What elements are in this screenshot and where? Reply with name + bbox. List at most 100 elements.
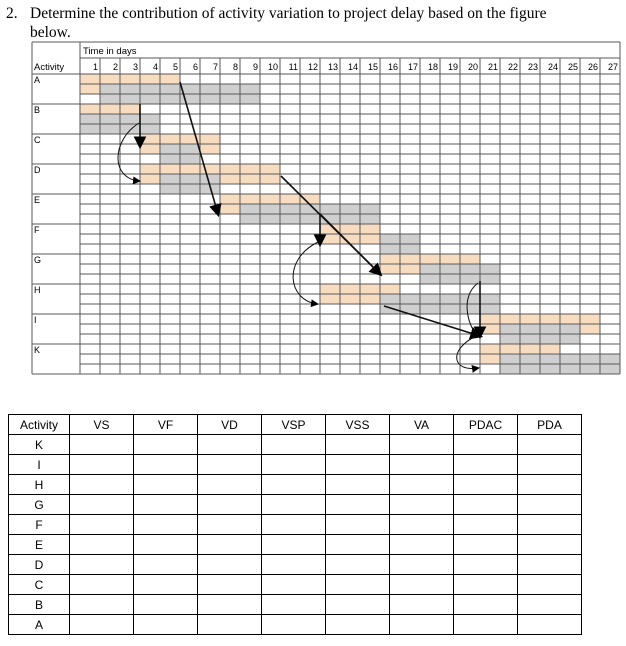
answer-cell[interactable] bbox=[325, 454, 390, 475]
answer-cell[interactable] bbox=[389, 554, 454, 575]
answer-cell[interactable] bbox=[197, 554, 262, 575]
answer-cell[interactable] bbox=[133, 614, 198, 635]
answer-cell[interactable] bbox=[517, 534, 582, 555]
answer-cell[interactable] bbox=[133, 454, 198, 475]
day-label: 22 bbox=[508, 62, 518, 72]
answer-cell[interactable] bbox=[197, 594, 262, 615]
answer-cell[interactable] bbox=[389, 434, 454, 455]
answer-cell[interactable] bbox=[517, 594, 582, 615]
answer-cell[interactable] bbox=[261, 474, 326, 495]
answer-cell[interactable] bbox=[261, 434, 326, 455]
answer-cell[interactable] bbox=[261, 614, 326, 635]
answer-cell[interactable] bbox=[133, 434, 198, 455]
activity-label-C: C bbox=[34, 135, 41, 145]
answer-cell[interactable] bbox=[133, 534, 198, 555]
answer-cell[interactable] bbox=[325, 594, 390, 615]
answer-cell[interactable] bbox=[453, 574, 518, 595]
answer-cell[interactable] bbox=[261, 454, 326, 475]
arrow-i-to-k bbox=[456, 335, 480, 373]
column-header: VF bbox=[133, 414, 198, 435]
answer-cell[interactable] bbox=[69, 574, 134, 595]
answer-cell[interactable] bbox=[453, 614, 518, 635]
answer-cell[interactable] bbox=[389, 454, 454, 475]
answer-cell[interactable] bbox=[69, 554, 134, 575]
answer-cell[interactable] bbox=[197, 514, 262, 535]
answer-cell[interactable] bbox=[69, 594, 134, 615]
answer-cell[interactable] bbox=[69, 494, 134, 515]
answer-cell[interactable] bbox=[69, 474, 134, 495]
answer-cell[interactable] bbox=[325, 514, 390, 535]
table-header-row: Activity VS VF VD VSP VSS VA PDAC PDA bbox=[8, 414, 582, 435]
answer-cell[interactable] bbox=[197, 494, 262, 515]
answer-cell[interactable] bbox=[517, 454, 582, 475]
answer-cell[interactable] bbox=[453, 434, 518, 455]
day-label: 13 bbox=[328, 62, 338, 72]
answer-cell[interactable] bbox=[197, 434, 262, 455]
answer-cell[interactable] bbox=[69, 454, 134, 475]
answer-cell[interactable] bbox=[389, 534, 454, 555]
answer-cell[interactable] bbox=[325, 554, 390, 575]
answer-cell[interactable] bbox=[389, 494, 454, 515]
day-label: 17 bbox=[408, 62, 418, 72]
answer-cell[interactable] bbox=[389, 574, 454, 595]
day-label: 26 bbox=[588, 62, 598, 72]
answer-cell[interactable] bbox=[133, 494, 198, 515]
answer-cell[interactable] bbox=[261, 534, 326, 555]
answer-cell[interactable] bbox=[69, 514, 134, 535]
answer-cell[interactable] bbox=[261, 554, 326, 575]
answer-cell[interactable] bbox=[325, 534, 390, 555]
answer-cell[interactable] bbox=[517, 514, 582, 535]
answer-cell[interactable] bbox=[197, 534, 262, 555]
answer-cell[interactable] bbox=[453, 454, 518, 475]
answer-cell[interactable] bbox=[197, 574, 262, 595]
answer-cell[interactable] bbox=[517, 554, 582, 575]
answer-cell[interactable] bbox=[197, 454, 262, 475]
answer-cell[interactable] bbox=[325, 574, 390, 595]
row-activity-label: F bbox=[8, 514, 70, 535]
answer-cell[interactable] bbox=[133, 594, 198, 615]
answer-cell[interactable] bbox=[453, 534, 518, 555]
answer-cell[interactable] bbox=[133, 474, 198, 495]
row-activity-label: E bbox=[8, 534, 70, 555]
answer-cell[interactable] bbox=[389, 594, 454, 615]
answer-cell[interactable] bbox=[261, 594, 326, 615]
answer-cell[interactable] bbox=[453, 554, 518, 575]
answer-cell[interactable] bbox=[133, 574, 198, 595]
answer-cell[interactable] bbox=[69, 534, 134, 555]
answer-cell[interactable] bbox=[517, 474, 582, 495]
table-row: D bbox=[8, 554, 582, 575]
answer-cell[interactable] bbox=[133, 514, 198, 535]
answer-cell[interactable] bbox=[325, 614, 390, 635]
arrow-e-to-g bbox=[319, 213, 383, 277]
answer-cell[interactable] bbox=[517, 614, 582, 635]
answer-cell[interactable] bbox=[261, 574, 326, 595]
answer-cell[interactable] bbox=[69, 614, 134, 635]
answer-cell[interactable] bbox=[261, 494, 326, 515]
answer-cell[interactable] bbox=[389, 614, 454, 635]
answer-cell[interactable] bbox=[197, 614, 262, 635]
answer-cell[interactable] bbox=[517, 494, 582, 515]
answer-cell[interactable] bbox=[453, 494, 518, 515]
answer-cell[interactable] bbox=[69, 434, 134, 455]
day-label: 12 bbox=[308, 62, 318, 72]
day-label: 25 bbox=[568, 62, 578, 72]
day-label: 5 bbox=[173, 62, 178, 72]
answer-cell[interactable] bbox=[389, 474, 454, 495]
answer-cell[interactable] bbox=[453, 514, 518, 535]
answer-cell[interactable] bbox=[325, 474, 390, 495]
day-label: 1 bbox=[93, 62, 98, 72]
day-label: 4 bbox=[153, 62, 158, 72]
answer-cell[interactable] bbox=[517, 434, 582, 455]
answer-cell[interactable] bbox=[261, 514, 326, 535]
answer-cell[interactable] bbox=[389, 514, 454, 535]
answer-cell[interactable] bbox=[453, 594, 518, 615]
answer-cell[interactable] bbox=[133, 554, 198, 575]
day-label: 7 bbox=[213, 62, 218, 72]
answer-cell[interactable] bbox=[325, 494, 390, 515]
answer-cell[interactable] bbox=[453, 474, 518, 495]
answer-cell[interactable] bbox=[325, 434, 390, 455]
answer-cell[interactable] bbox=[197, 474, 262, 495]
answer-cell[interactable] bbox=[517, 574, 582, 595]
table-row: I bbox=[8, 454, 582, 475]
day-label: 18 bbox=[428, 62, 438, 72]
